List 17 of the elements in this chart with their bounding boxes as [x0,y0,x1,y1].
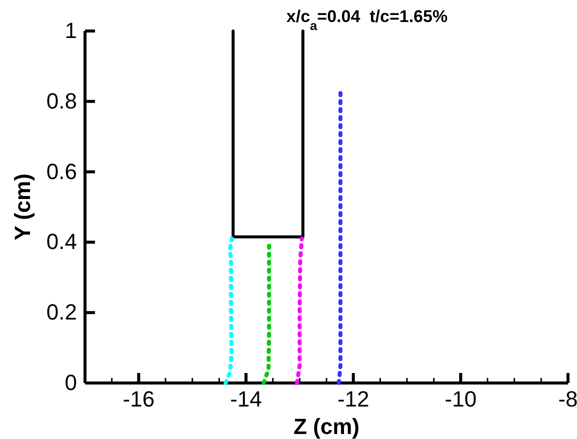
x-tick-label: -16 [122,386,155,412]
y-tick-label: 0 [64,370,77,396]
y-tick-label: 0.8 [46,88,77,114]
line-series [294,236,304,385]
x-tick-label: -12 [337,386,370,412]
y-tick-label: 0.2 [46,300,77,325]
x-tick-label: -8 [558,386,577,412]
y-tick-label: 0.4 [46,229,77,254]
y-axis-title: Y (cm) [10,174,35,240]
line-series [262,244,272,385]
x-axis-title: Z (cm) [294,414,360,439]
chart-title: x/c$_{a}$=0.04 t/c=1.65% [286,7,448,32]
x-tick-label: -14 [230,386,262,412]
y-tick-label: 0.6 [46,158,77,184]
x-tick-label: -10 [444,386,477,412]
y-tick-label: 1 [64,18,77,44]
line-series [224,236,234,385]
